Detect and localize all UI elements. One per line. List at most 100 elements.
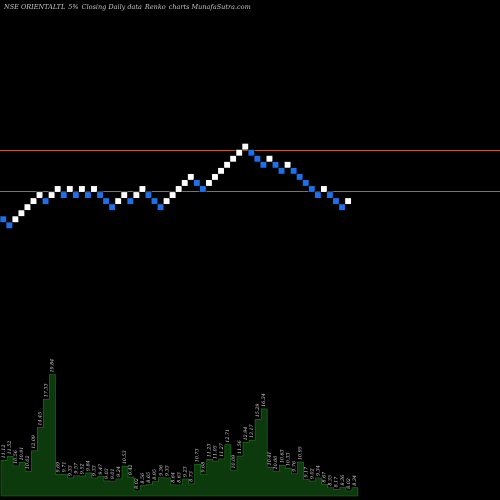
volume-label: 9.33 — [164, 465, 170, 476]
volume-label: 10.63 — [279, 449, 285, 463]
price-lines — [0, 150, 500, 192]
volume-label: 8.35 — [328, 475, 334, 486]
volume-label: 9.84 — [86, 460, 92, 471]
volume-label: 8.34 — [352, 475, 358, 486]
renko-brick-down — [338, 203, 346, 211]
renko-brick-up — [120, 191, 128, 199]
renko-brick-down — [302, 179, 310, 187]
volume-label: 9.57 — [74, 462, 80, 474]
renko-brick-down — [144, 191, 152, 199]
volume-label: 8.63 — [176, 472, 182, 483]
renko-brick-up — [66, 185, 74, 193]
volume-label: 11.05 — [213, 445, 219, 459]
renko-brick-down — [157, 203, 165, 211]
volume-label: 9.71 — [62, 462, 68, 473]
renko-brick-up — [17, 209, 25, 217]
renko-brick-down — [326, 191, 334, 199]
volume-label: 9.52 — [80, 463, 86, 474]
renko-brick-down — [72, 191, 80, 199]
volume-label: 8.02 — [134, 478, 140, 489]
renko-brick-up — [29, 197, 38, 205]
renko-brick-up — [344, 197, 352, 205]
volume-label: 11.12 — [1, 445, 7, 459]
renko-brick-down — [126, 197, 134, 205]
volume-label: 8.17 — [334, 476, 340, 488]
volume-label: 10.09 — [231, 455, 237, 469]
renko-brick-down — [199, 185, 207, 193]
volume-label: 8.73 — [189, 471, 195, 482]
volume-label: 15.29 — [255, 404, 261, 418]
renko-brick-down — [193, 179, 201, 187]
volume-label: 10.91 — [19, 447, 25, 461]
caption-label: Closing Daily data — [81, 3, 142, 11]
volume-label: 10.00 — [273, 456, 279, 470]
volume-label: 11.27 — [219, 442, 225, 457]
renko-brick-up — [229, 155, 237, 163]
volume-label: 9.03 — [104, 468, 110, 479]
renko-brick-up — [78, 185, 86, 193]
renko-brick-up — [23, 203, 32, 211]
renko-brick-down — [277, 167, 286, 175]
volume-label: 13.17 — [249, 423, 255, 438]
renko-brick-down — [247, 149, 255, 157]
volume-label: 9.76 — [291, 461, 297, 472]
volume-label: 10.53 — [122, 450, 128, 464]
volume-label: 17.33 — [43, 383, 49, 397]
renko-brick-down — [150, 197, 159, 205]
volume-label: 11.52 — [7, 441, 13, 455]
renko-brick-up — [54, 185, 62, 193]
renko-brick-up — [169, 191, 177, 199]
brick-size-label: 5% — [68, 3, 79, 11]
renko-brick-up — [217, 167, 225, 175]
volume-label: 9.02 — [310, 468, 316, 479]
renko-brick-up — [223, 161, 231, 169]
source-label: charts MunafaSutra.com — [168, 3, 251, 11]
volume-label: 8.65 — [146, 472, 152, 483]
renko-brick-up — [11, 215, 19, 223]
renko-brick-up — [163, 197, 171, 205]
renko-brick-down — [253, 155, 261, 163]
renko-brick-down — [0, 215, 7, 223]
renko-brick-up — [35, 191, 44, 199]
chart-header: NSE ORIENTALTL 5% Closing Daily data Renko c… — [4, 3, 254, 11]
renko-brick-up — [175, 185, 183, 193]
volume-label: 9.33 — [68, 465, 74, 476]
volume-label: 10.56 — [13, 450, 19, 464]
renko-brick-down — [5, 221, 13, 229]
volume-label: 12.94 — [243, 427, 249, 441]
renko-brick-up — [114, 197, 122, 205]
renko-brick-up — [90, 185, 98, 193]
volume-label: 10.41 — [267, 452, 273, 466]
renko-brick-down — [108, 203, 116, 211]
volume-label: 9.69 — [55, 462, 61, 473]
renko-bricks — [0, 143, 352, 229]
renko-brick-down — [60, 191, 68, 199]
volume-label: 10.33 — [285, 452, 291, 466]
volume-label: 10.95 — [297, 446, 303, 460]
renko-brick-up — [138, 185, 146, 193]
renko-brick-up — [48, 191, 56, 199]
renko-brick-up — [181, 179, 189, 187]
renko-brick-down — [314, 191, 322, 199]
volume-label: 8.36 — [340, 475, 346, 486]
renko-brick-down — [259, 161, 267, 169]
volume-label: 9.17 — [304, 466, 310, 478]
volume-label: 19.84 — [49, 359, 55, 373]
volume-label: 8.64 — [170, 472, 176, 483]
symbol-label: NSE ORIENTALTL — [4, 3, 66, 11]
renko-brick-down — [271, 161, 280, 169]
renko-brick-up — [187, 173, 195, 181]
volume-label: 12.09 — [31, 435, 37, 449]
renko-brick-down — [290, 167, 298, 175]
volume-label: 8.95 — [152, 469, 158, 480]
volume-area-path — [0, 374, 359, 497]
volume-label: 9.34 — [316, 465, 322, 476]
renko-brick-up — [241, 143, 249, 151]
renko-brick-down — [84, 191, 92, 199]
renko-brick-down — [102, 197, 110, 205]
volume-area — [0, 374, 359, 497]
renko-brick-up — [265, 155, 274, 163]
volume-label: 9.01 — [110, 468, 116, 479]
